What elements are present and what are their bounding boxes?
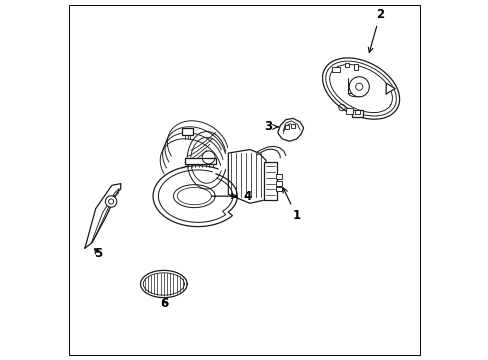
Polygon shape xyxy=(277,118,303,141)
Bar xyxy=(290,125,295,128)
Bar xyxy=(275,181,282,186)
Circle shape xyxy=(348,77,368,97)
Bar xyxy=(346,108,352,114)
Bar xyxy=(275,174,282,179)
Polygon shape xyxy=(153,166,237,226)
Bar xyxy=(285,125,289,129)
Text: 6: 6 xyxy=(160,297,168,310)
Polygon shape xyxy=(322,58,399,119)
Text: 1: 1 xyxy=(283,188,300,222)
Text: 4: 4 xyxy=(211,190,251,203)
Bar xyxy=(275,187,282,191)
Polygon shape xyxy=(386,83,394,94)
Polygon shape xyxy=(140,270,187,298)
Polygon shape xyxy=(351,110,362,117)
Polygon shape xyxy=(182,128,192,135)
Text: 5: 5 xyxy=(94,247,102,260)
Text: 2: 2 xyxy=(367,8,384,53)
Polygon shape xyxy=(264,162,276,200)
Circle shape xyxy=(105,196,117,207)
Polygon shape xyxy=(85,184,121,248)
Polygon shape xyxy=(185,158,215,164)
Circle shape xyxy=(202,151,215,164)
Text: 3: 3 xyxy=(264,121,278,134)
Bar xyxy=(353,64,357,70)
Bar xyxy=(344,63,348,67)
Bar xyxy=(331,67,339,72)
Bar xyxy=(355,109,359,114)
Polygon shape xyxy=(228,149,265,203)
